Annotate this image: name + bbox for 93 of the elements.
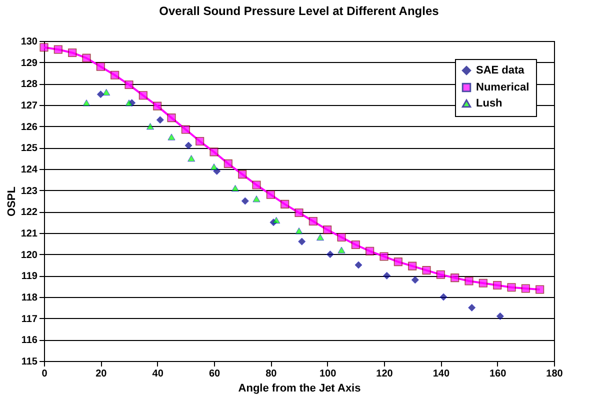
point [153,102,162,110]
point [436,270,445,279]
y-tick-label: 120 [20,250,38,261]
point [82,100,90,106]
point [252,180,261,190]
point [493,280,502,290]
point [241,197,249,205]
x-tick-label: 20 [96,368,108,380]
point [280,200,290,208]
x-tick-label: 160 [489,368,507,380]
y-tick-label: 126 [20,122,38,133]
point [96,90,104,98]
y-tick-label: 127 [20,100,38,112]
x-tick-label: 180 [546,368,564,380]
point [383,272,391,280]
point [366,246,374,256]
x-tick-label: 60 [208,368,220,380]
point [536,285,544,294]
point [266,190,275,199]
point [337,232,346,242]
legend-label: Lush [476,98,503,110]
point [146,123,154,130]
point [110,70,120,80]
point [521,284,530,293]
y-tick-label: 129 [20,58,38,69]
x-tick-label: 120 [376,368,394,380]
point [184,142,192,150]
point [54,45,62,54]
x-tick-label: 140 [432,368,450,380]
point [167,114,176,122]
point [338,246,346,254]
y-tick-label: 123 [20,186,38,197]
y-tick-label: 116 [21,335,38,346]
point [468,304,476,312]
point [40,43,48,52]
point [422,266,431,275]
y-tick-label: 115 [21,356,38,368]
point [394,258,402,266]
y-tick-label: 125 [20,143,38,154]
point [326,250,334,258]
point [252,196,260,202]
point [124,80,134,90]
point [408,262,417,270]
y-axis-title: OSPL [6,186,18,216]
point [440,293,448,301]
point [238,170,247,179]
point [82,54,91,62]
legend-label: SAE data [476,64,526,76]
point [210,148,218,156]
point [138,91,148,100]
y-tick-label: 121 [20,228,38,240]
point [316,234,324,241]
point [224,159,232,168]
point [231,184,240,192]
point [102,88,110,96]
point [196,136,204,146]
x-tick-label: 100 [319,368,337,380]
y-tick-label: 128 [20,79,38,90]
point [450,274,460,282]
point [478,278,488,288]
point [210,164,218,170]
x-axis-title: Angle from the Jet Axis [238,382,361,394]
point [507,283,516,292]
point [464,276,474,286]
point [496,312,504,320]
y-tick-label: 122 [20,207,38,218]
point [168,134,176,140]
point [68,48,77,58]
point [298,238,306,246]
point [354,261,362,269]
point [156,116,164,124]
y-tick-label: 118 [21,292,38,304]
point [272,216,280,224]
point [125,100,133,106]
point [411,276,419,284]
point [188,155,196,162]
x-tick-label: 0 [42,368,48,380]
point [308,216,318,226]
legend-label: Numerical [476,82,530,94]
point [295,228,303,234]
chart-title: Overall Sound Pressure Level at Different Angles [159,4,440,18]
y-tick-label: 117 [21,314,38,325]
point [380,252,388,261]
point [323,226,332,234]
x-tick-label: 80 [266,368,278,380]
y-tick-label: 124 [20,164,38,176]
point [181,125,190,134]
point [294,208,304,218]
point [96,62,105,71]
x-tick-label: 40 [152,368,164,380]
y-tick-label: 119 [21,271,38,282]
point [351,240,360,250]
y-tick-label: 130 [20,36,38,48]
